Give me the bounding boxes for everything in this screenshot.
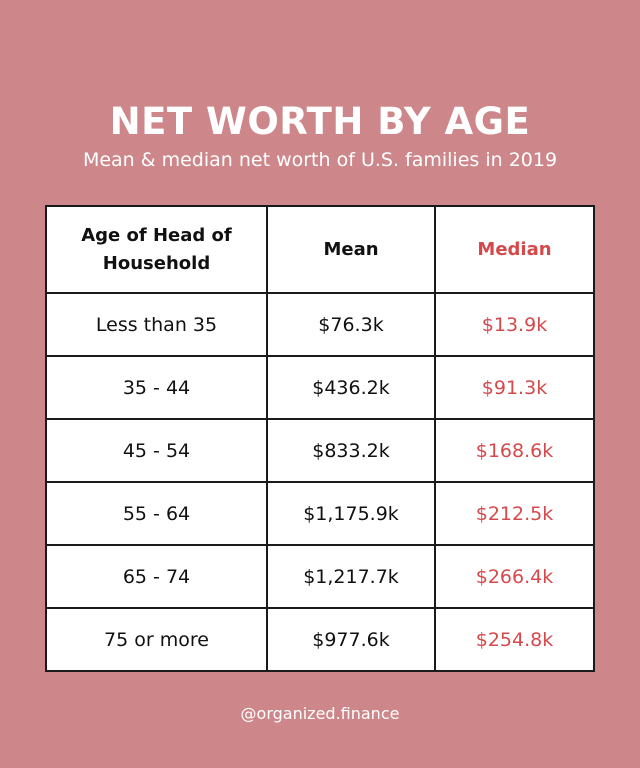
cell-age: Less than 35 [45, 292, 268, 357]
cell-age: 45 - 54 [45, 418, 268, 483]
cell-mean: $1,217.7k [266, 544, 436, 609]
cell-median: $212.5k [434, 481, 595, 546]
cell-median: $13.9k [434, 292, 595, 357]
social-handle: @organized.finance [240, 704, 400, 723]
cell-age: 35 - 44 [45, 355, 268, 420]
header-median: Median [434, 205, 595, 294]
cell-median: $254.8k [434, 607, 595, 672]
header-age: Age of Head of Household [45, 205, 268, 294]
cell-median: $266.4k [434, 544, 595, 609]
cell-mean: $436.2k [266, 355, 436, 420]
cell-age: 65 - 74 [45, 544, 268, 609]
cell-mean: $76.3k [266, 292, 436, 357]
cell-mean: $1,175.9k [266, 481, 436, 546]
page-subtitle: Mean & median net worth of U.S. families… [82, 149, 558, 171]
header-mean: Mean [266, 205, 436, 294]
table-row: 65 - 74 $1,217.7k $266.4k [45, 544, 595, 609]
cell-median: $91.3k [434, 355, 595, 420]
table-row: 55 - 64 $1,175.9k $212.5k [45, 481, 595, 546]
cell-mean: $833.2k [266, 418, 436, 483]
cell-age: 75 or more [45, 607, 268, 672]
cell-median: $168.6k [434, 418, 595, 483]
table-row: 35 - 44 $436.2k $91.3k [45, 355, 595, 420]
table-row: Less than 35 $76.3k $13.9k [45, 292, 595, 357]
table-row: 75 or more $977.6k $254.8k [45, 607, 595, 672]
net-worth-table: Age of Head of Household Mean Median Les… [45, 205, 595, 672]
table-header-row: Age of Head of Household Mean Median [45, 205, 595, 294]
table-row: 45 - 54 $833.2k $168.6k [45, 418, 595, 483]
page-title: NET WORTH BY AGE [109, 100, 531, 143]
cell-mean: $977.6k [266, 607, 436, 672]
cell-age: 55 - 64 [45, 481, 268, 546]
